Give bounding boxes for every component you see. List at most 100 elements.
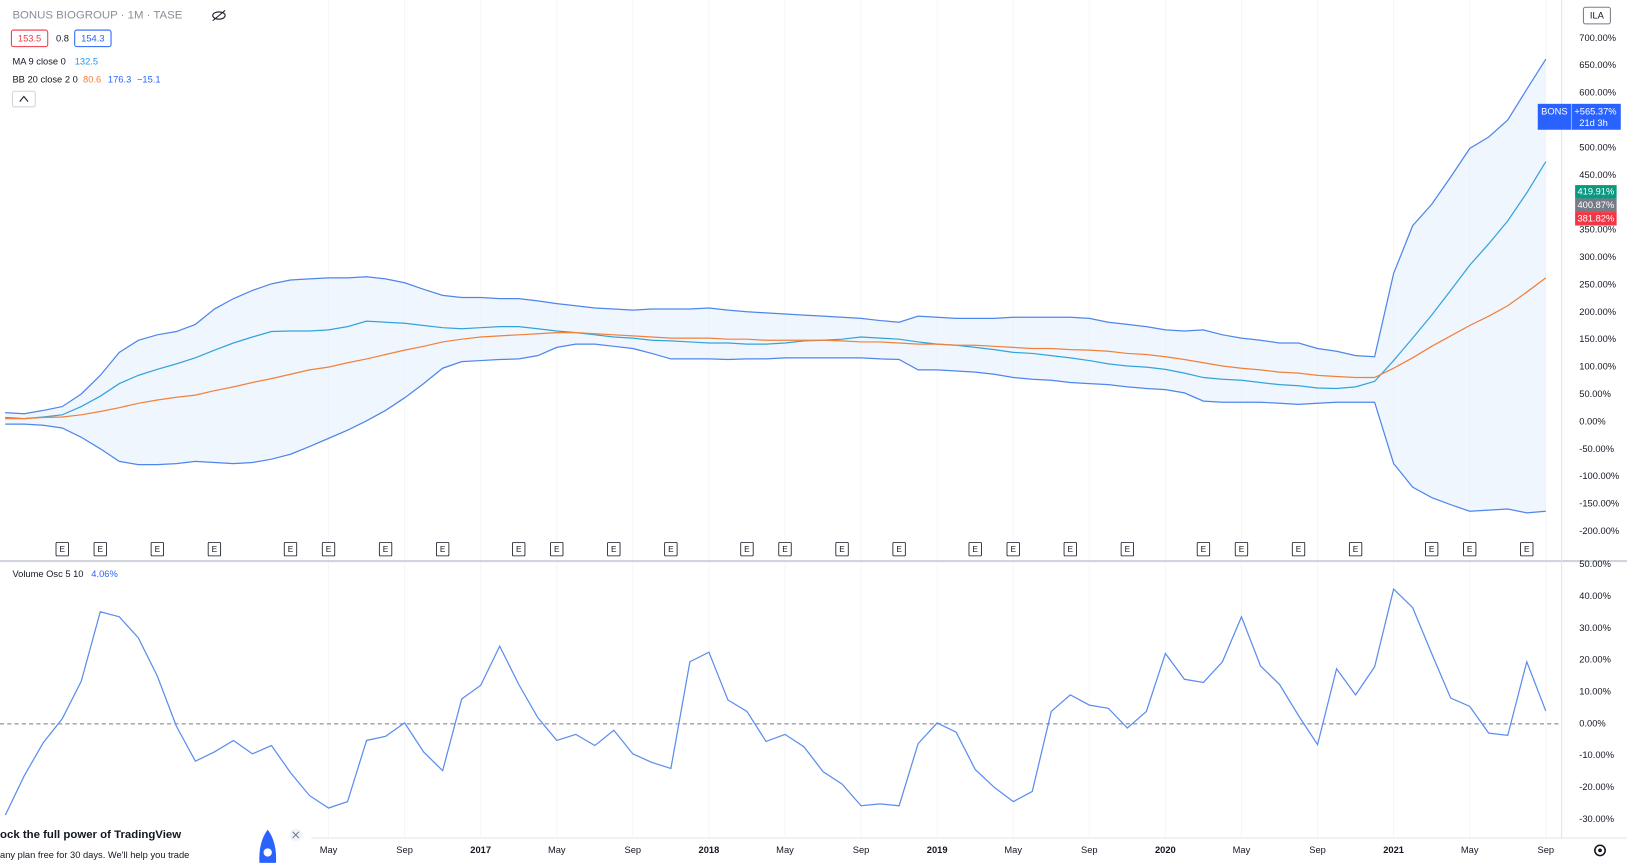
earnings-marker xyxy=(283,541,298,557)
earnings-label: E xyxy=(554,544,560,554)
earnings-label: E xyxy=(1201,544,1207,554)
earnings-marker xyxy=(740,541,754,557)
earnings-label: E xyxy=(896,544,902,554)
earnings-label: E xyxy=(1467,544,1473,554)
earnings-marker xyxy=(150,541,164,557)
earnings-marker xyxy=(778,541,792,557)
series-line xyxy=(5,343,1546,514)
symbol-change: +565.37% xyxy=(1574,107,1616,117)
x-tick-label: Sep xyxy=(1309,845,1326,855)
y-tick-label: 250.00% xyxy=(1579,279,1616,289)
symbol-label-sep xyxy=(1570,103,1573,130)
y-tick-label: -100.00% xyxy=(1579,471,1619,481)
earnings-marker xyxy=(55,541,69,557)
earnings-marker xyxy=(378,541,393,557)
box-blue xyxy=(74,29,112,48)
hide-icon[interactable] xyxy=(212,9,226,22)
symbol-label-bg xyxy=(1537,103,1621,130)
promo-rocket xyxy=(259,829,277,863)
earnings-marker xyxy=(1196,541,1211,557)
y-tick-label: -30.00% xyxy=(1579,814,1614,824)
earnings-label: E xyxy=(1429,544,1435,554)
indicator-name[interactable]: MA 9 close 0 xyxy=(12,57,65,67)
x-tick-label: May xyxy=(1004,845,1022,855)
y-tick-label: 10.00% xyxy=(1579,686,1611,696)
y-tick-label: 600.00% xyxy=(1579,88,1616,98)
y-tick-label: 20.00% xyxy=(1579,655,1611,665)
earnings-marker xyxy=(607,541,621,557)
box-red xyxy=(10,29,49,48)
indicator-name[interactable]: BB 20 close 2 0 xyxy=(12,74,77,84)
symbol-name: BONS xyxy=(1541,107,1567,117)
y-tick-label: 350.00% xyxy=(1579,225,1616,235)
x-tick-label: Sep xyxy=(396,845,413,855)
earnings-label: E xyxy=(611,544,617,554)
promo-close[interactable] xyxy=(289,828,302,842)
earnings-label: E xyxy=(288,544,294,554)
x-tick-label: 2018 xyxy=(699,845,720,855)
currency[interactable]: ILA xyxy=(1590,11,1605,21)
earnings-label: E xyxy=(98,544,104,554)
x-tick-label: May xyxy=(1233,845,1251,855)
x-tick-label: Sep xyxy=(1081,845,1098,855)
symbol-title: BONUS BIOGROUP · 1M · TASE xyxy=(12,10,182,22)
promo-heading: ock the full power of TradingView xyxy=(0,829,181,841)
x-tick-label: 2020 xyxy=(1155,845,1176,855)
settings-icon[interactable] xyxy=(1594,844,1606,857)
ohlc-value: 154.3 xyxy=(81,33,104,43)
earnings-marker xyxy=(1463,541,1477,557)
x-tick-label: May xyxy=(1461,845,1479,855)
earnings-marker xyxy=(1520,541,1534,557)
series-line xyxy=(5,277,1547,420)
y-tick-label: 0.00% xyxy=(1579,416,1605,426)
y-tick-label: 450.00% xyxy=(1579,170,1616,180)
x-tick-label: May xyxy=(320,845,338,855)
earnings-marker xyxy=(321,541,336,557)
y-tick-label: 40.00% xyxy=(1579,591,1611,601)
y-tick-label: 0.00% xyxy=(1579,718,1605,728)
earnings-label: E xyxy=(1010,544,1016,554)
indicator-name[interactable]: Volume Osc 5 10 xyxy=(12,569,83,579)
y-tick-label: -50.00% xyxy=(1579,444,1614,454)
earnings-marker xyxy=(1006,541,1020,557)
x-tick-label: May xyxy=(548,845,566,855)
earnings-marker xyxy=(550,541,564,557)
label-layer: -200.00% -150.00% -100.00% -50.00% 0.00% 50.0… xyxy=(55,33,1621,855)
price-label-text: 400.87% xyxy=(1577,200,1614,210)
series-line xyxy=(4,587,1547,816)
earnings-marker xyxy=(968,541,982,557)
y-tick-label: 50.00% xyxy=(1579,389,1611,399)
y-tick-label: 650.00% xyxy=(1579,60,1616,70)
earnings-marker xyxy=(1348,541,1363,557)
band-fill xyxy=(5,59,1546,513)
data-layer xyxy=(4,58,1547,816)
earnings-marker xyxy=(1063,541,1077,557)
earnings-marker xyxy=(664,541,678,557)
indicator-value: 4.06% xyxy=(91,569,117,579)
indicator-value: −15.1 xyxy=(137,74,161,84)
x-tick-label: Sep xyxy=(625,845,642,855)
earnings-label: E xyxy=(782,544,788,554)
earnings-marker xyxy=(1120,541,1134,557)
y-tick-label: 700.00% xyxy=(1579,33,1616,43)
x-tick-label: May xyxy=(776,845,794,855)
earnings-marker xyxy=(1425,541,1439,557)
ohlc-value: 0.8 xyxy=(56,33,69,43)
x-tick-label: 2019 xyxy=(927,845,948,855)
earnings-label: E xyxy=(1524,544,1530,554)
y-tick-label: 100.00% xyxy=(1579,362,1616,372)
x-tick-label: Sep xyxy=(853,845,870,855)
collapse-button[interactable] xyxy=(11,90,36,108)
y-tick-label: -10.00% xyxy=(1579,750,1614,760)
earnings-label: E xyxy=(155,544,161,554)
earnings-label: E xyxy=(744,544,750,554)
x-tick-label: 2021 xyxy=(1383,845,1404,855)
earnings-label: E xyxy=(440,544,446,554)
earnings-marker xyxy=(892,541,906,557)
currency-box[interactable] xyxy=(1582,6,1611,25)
price-label xyxy=(1575,212,1617,226)
series-line xyxy=(5,161,1547,420)
earnings-label: E xyxy=(516,544,522,554)
y-tick-label: 300.00% xyxy=(1579,252,1616,262)
